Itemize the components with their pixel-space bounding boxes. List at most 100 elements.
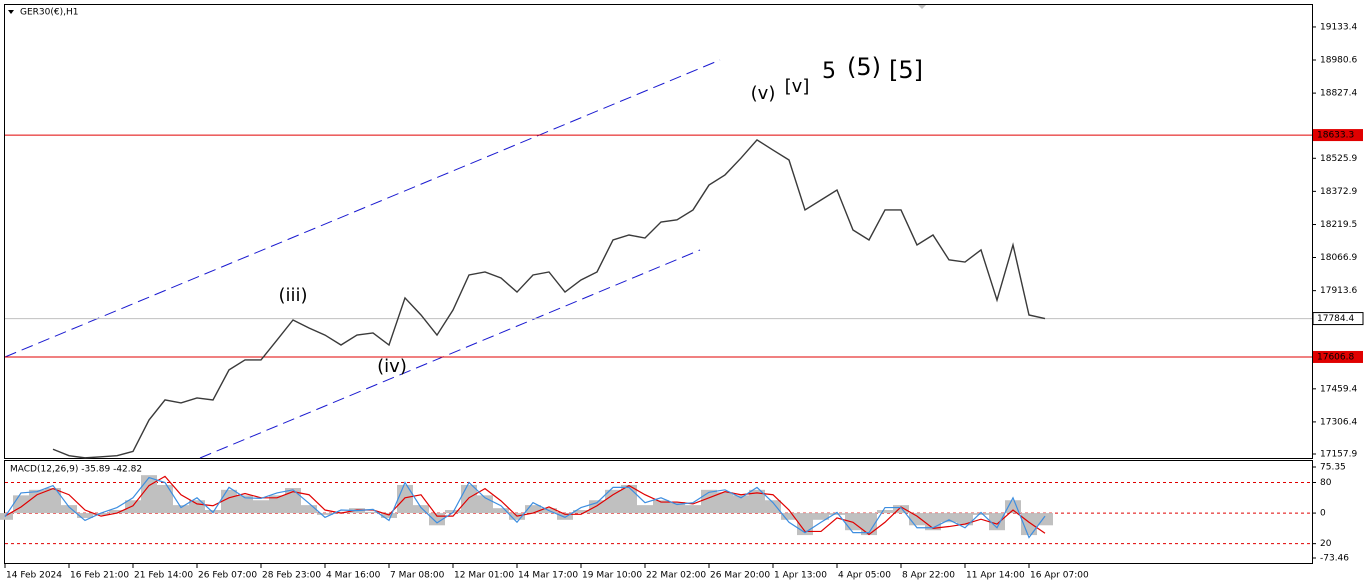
level-label-box: [1313, 350, 1363, 363]
x-tick-label: 16 Apr 07:00: [1030, 571, 1089, 581]
level-label: 18633.3: [1317, 131, 1354, 141]
macd-bar: [301, 505, 317, 514]
x-tick-label: 26 Feb 07:00: [198, 571, 257, 581]
macd-bar: [413, 505, 429, 514]
y-tick-label: 17306.4: [1320, 417, 1357, 427]
x-tick-label: 4 Apr 05:00: [838, 571, 891, 581]
level-label: 17606.8: [1317, 352, 1354, 362]
wave-label: (v): [751, 83, 776, 104]
wave-label: [v]: [785, 76, 810, 97]
x-tick-label: 21 Feb 14:00: [134, 571, 193, 581]
macd-bar: [141, 475, 157, 514]
menu-triangle: [8, 10, 14, 14]
wave-label: [5]: [889, 56, 923, 84]
macd-bar: [45, 488, 61, 514]
y-tick-label: 18372.9: [1320, 187, 1357, 197]
macd-bar: [573, 510, 589, 514]
x-tick-label: 19 Mar 10:00: [582, 571, 642, 581]
macd-bar: [253, 500, 269, 514]
x-tick-label: 28 Feb 23:00: [262, 571, 321, 581]
y-tick-label: 20: [1320, 539, 1332, 549]
y-tick-label: 17157.9: [1320, 450, 1357, 460]
macd-title: MACD(12,26,9) -35.89 -42.82: [10, 465, 142, 475]
y-tick-label: 80: [1320, 478, 1332, 488]
y-tick-label: 18066.9: [1320, 253, 1357, 263]
macd-line: [4, 476, 1046, 539]
y-tick-label: 0: [1320, 509, 1326, 519]
y-tick-label: 18525.9: [1320, 154, 1357, 164]
y-tick-label: -73.46: [1320, 554, 1349, 564]
macd-bar: [269, 495, 285, 514]
wave-label: (iii): [278, 285, 307, 306]
price-panel: [4, 4, 1313, 459]
y-tick-label: 18219.5: [1320, 220, 1357, 230]
macd-bar: [237, 495, 253, 514]
macd-line: [4, 475, 1046, 536]
macd-bar: [669, 502, 685, 514]
y-tick-label: 17459.4: [1320, 384, 1357, 394]
macd-bar: [461, 484, 477, 514]
macd-bar: [637, 505, 653, 514]
macd-bar: [989, 513, 1005, 531]
macd-bar: [365, 511, 381, 514]
macd-bar: [1005, 500, 1021, 514]
x-tick-label: 11 Apr 14:00: [966, 571, 1025, 581]
channel-lower: [199, 249, 701, 459]
price-line: [52, 138, 1046, 459]
macd-bar: [93, 513, 109, 515]
macd-bar: [765, 500, 781, 514]
level-label: 17784.4: [1317, 314, 1354, 324]
macd-bar: [717, 492, 733, 514]
y-tick-label: 19133.4: [1320, 22, 1357, 32]
macd-bar: [221, 489, 237, 514]
price-title: GER30(€),H1: [20, 8, 78, 18]
macd-bar: [157, 484, 173, 514]
macd-bar: [0, 513, 13, 520]
x-tick-label: 14 Feb 2024: [6, 571, 62, 581]
macd-bar: [877, 510, 893, 514]
macd-bar: [29, 489, 45, 514]
channel-upper: [4, 59, 721, 358]
level-label-box: [1312, 312, 1364, 326]
macd-bar: [109, 510, 125, 514]
macd-bar: [893, 505, 909, 514]
macd-bar: [861, 513, 877, 536]
macd-bar: [701, 489, 717, 514]
macd-bar: [557, 513, 573, 520]
x-tick-label: 8 Apr 22:00: [902, 571, 955, 581]
macd-bar: [749, 489, 765, 514]
macd-bar: [829, 513, 845, 515]
macd-bar: [941, 513, 957, 523]
macd-bar: [973, 513, 989, 515]
macd-bar: [125, 500, 141, 514]
macd-bar: [813, 513, 829, 520]
macd-bar: [685, 505, 701, 514]
x-tick-label: 4 Mar 16:00: [326, 571, 381, 581]
macd-bar: [605, 489, 621, 514]
macd-bar: [781, 513, 797, 520]
macd-bar: [77, 513, 93, 518]
y-tick-label: 17913.6: [1320, 286, 1357, 296]
macd-bar: [733, 495, 749, 514]
x-tick-label: 16 Feb 21:00: [70, 571, 129, 581]
macd-bar: [909, 513, 925, 526]
y-tick-label: 75.35: [1320, 463, 1346, 473]
macd-bar: [333, 511, 349, 514]
macd-bar: [397, 484, 413, 514]
level-label-box: [1313, 129, 1363, 142]
wave-label: 5: [822, 59, 836, 84]
macd-bar: [653, 500, 669, 514]
x-tick-label: 7 Mar 08:00: [390, 571, 445, 581]
macd-bar: [285, 488, 301, 514]
macd-panel: [4, 460, 1313, 564]
wave-label: (5): [847, 53, 881, 81]
x-tick-label: 26 Mar 20:00: [710, 571, 770, 581]
macd-bar: [317, 513, 333, 515]
x-tick-label: 22 Mar 02:00: [646, 571, 706, 581]
macd-bar: [493, 508, 509, 514]
x-tick-label: 12 Mar 01:00: [454, 571, 514, 581]
macd-bar: [173, 505, 189, 514]
y-tick-label: 18827.4: [1320, 89, 1357, 99]
macd-bar: [61, 505, 77, 514]
